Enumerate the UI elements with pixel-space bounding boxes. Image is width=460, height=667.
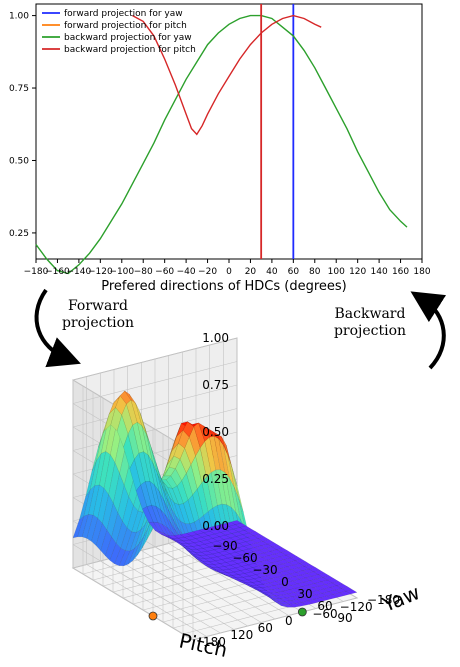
backward-projection-label: Backward projection [322, 306, 418, 340]
x-tick-label: 160 [392, 267, 409, 277]
legend-entry: backward projection for yaw [64, 33, 192, 43]
forward-projection-label: Forward projection [48, 298, 148, 332]
x-tick-label: −100 [109, 267, 134, 277]
x-tick-label: −80 [134, 267, 153, 277]
grid-line [72, 337, 238, 381]
yaw-tick-label: 60 [258, 621, 273, 635]
x-axis-label: Prefered directions of HDCs (degrees) [101, 279, 346, 294]
grid-line [86, 564, 207, 637]
x-tick-label: −180 [24, 267, 49, 277]
grid-line [192, 597, 358, 641]
legend-entry: forward projection for pitch [64, 21, 187, 31]
x-tick-label: −160 [45, 267, 70, 277]
x-tick-label: −140 [67, 267, 92, 277]
x-tick-label: 60 [288, 267, 300, 277]
surface-ticks: −90−60−300306090−180−120−600601201800.00… [202, 331, 400, 649]
line-chart: −180−160−140−120−100 −80 −60 −40 −20 0 20 40 60 8… [9, 3, 431, 294]
z-tick-label: 1.00 [202, 331, 229, 345]
x-tick-label: 0 [226, 267, 232, 277]
z-tick-label: 0.00 [202, 519, 229, 533]
x-tick-label: 180 [413, 267, 430, 277]
y-tick-label: 1.00 [9, 12, 29, 22]
surface-mesh [72, 390, 358, 608]
x-tick-label: 120 [349, 267, 366, 277]
pitch-tick-label: 0 [281, 575, 289, 589]
backward-line2: projection [333, 323, 407, 339]
pitch-tick-label: −60 [232, 551, 257, 565]
x-tick-label: 40 [266, 267, 278, 277]
yaw-axis-label: Yaw [378, 580, 423, 617]
yaw-tick-label: −180 [367, 593, 400, 607]
forward-line2: projection [61, 315, 135, 331]
yaw-tick-label: 0 [285, 614, 293, 628]
pitch-axis-label: Pitch [177, 628, 230, 662]
y-tick-label: 0.25 [9, 229, 29, 239]
grid-line [72, 567, 194, 641]
x-tick-label: 140 [371, 267, 388, 277]
yaw-tick-label: −60 [312, 607, 337, 621]
pitch-tick-label: 90 [337, 611, 352, 625]
surface-markers [148, 607, 307, 621]
legend-entry: forward projection for yaw [64, 9, 183, 19]
y-tick-label: 0.50 [9, 156, 29, 166]
line-chart-ticks: −180−160−140−120−100 −80 −60 −40 −20 0 20 40 60 8… [9, 12, 431, 277]
x-tick-label: −20 [198, 267, 217, 277]
y-tick-label: 0.75 [9, 84, 29, 94]
surface-facet [345, 589, 358, 595]
yaw-tick-label: 180 [203, 635, 226, 649]
z-tick-label: 0.25 [202, 472, 229, 486]
x-tick-label: 20 [245, 267, 257, 277]
pitch-tick-label: 30 [297, 587, 312, 601]
line-chart-legend: forward projection for yaw forward projec… [42, 9, 196, 55]
pitch-tick-label: −90 [212, 539, 237, 553]
backward-projection-arrow [410, 291, 447, 370]
backward-line1: Backward [334, 306, 406, 322]
pitch-tick-label: 60 [317, 599, 332, 613]
pitch-tick-label: −30 [252, 563, 277, 577]
forward-line1: Forward [67, 298, 129, 314]
x-tick-label: −60 [155, 267, 174, 277]
x-tick-label: 100 [328, 267, 345, 277]
surface-marker-1 [297, 607, 307, 617]
x-tick-label: −120 [88, 267, 113, 277]
series-line-3 [132, 14, 322, 136]
surface-marker-0 [148, 611, 158, 621]
forward-projection-arrow [34, 288, 81, 368]
x-tick-label: −40 [177, 267, 196, 277]
x-tick-label: 80 [309, 267, 321, 277]
yaw-tick-label: 120 [230, 628, 253, 642]
grid-line [72, 544, 194, 617]
z-tick-label: 0.75 [202, 378, 229, 392]
legend-entry: backward projection for pitch [64, 45, 196, 55]
series-line-2 [35, 14, 408, 275]
z-tick-label: 0.50 [202, 425, 229, 439]
yaw-tick-label: −120 [340, 600, 373, 614]
surface-facet [232, 469, 244, 513]
